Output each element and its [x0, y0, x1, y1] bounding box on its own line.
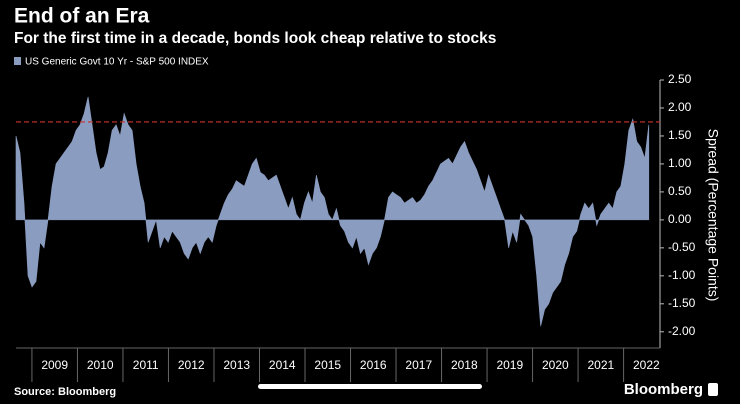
x-tick-label: 2015	[314, 358, 341, 372]
x-tick-label: 2012	[178, 358, 205, 372]
y-tick-label: 2.50	[668, 72, 692, 86]
x-tick-label: 2020	[542, 358, 569, 372]
x-tick-label: 2013	[223, 358, 250, 372]
y-tick-label: -1.50	[668, 296, 696, 310]
y-tick-label: 0.00	[668, 212, 692, 226]
y-tick-label: -2.00	[668, 324, 696, 338]
x-tick-label: 2014	[269, 358, 296, 372]
chart-title: End of an Era	[14, 5, 150, 28]
y-tick-label: 2.00	[668, 100, 692, 114]
y-tick-label: -0.50	[668, 240, 696, 254]
y-tick-label: 1.00	[668, 156, 692, 170]
y-axis-label: Spread (Percentage Points)	[705, 129, 721, 302]
x-tick-label: 2010	[87, 358, 114, 372]
x-tick-label: 2017	[405, 358, 432, 372]
x-tick-label: 2021	[587, 358, 614, 372]
legend-label: US Generic Govt 10 Yr - S&P 500 INDEX	[25, 57, 209, 68]
x-tick-label: 2016	[360, 358, 387, 372]
x-tick-label: 2022	[633, 358, 660, 372]
brand-icon	[708, 383, 718, 396]
x-tick-label: 2009	[41, 358, 68, 372]
legend-swatch	[14, 57, 21, 65]
x-tick-label: 2018	[451, 358, 478, 372]
y-tick-label: 0.50	[668, 184, 692, 198]
x-tick-label: 2019	[496, 358, 523, 372]
scroll-indicator	[258, 384, 482, 389]
y-tick-label: 1.50	[668, 128, 692, 142]
chart-subtitle: For the first time in a decade, bonds lo…	[14, 30, 496, 47]
y-tick-label: -1.00	[668, 268, 696, 282]
brand: Bloomberg	[624, 381, 703, 398]
area	[15, 96, 650, 327]
source: Source: Bloomberg	[14, 386, 116, 398]
x-tick-label: 2011	[133, 358, 159, 372]
